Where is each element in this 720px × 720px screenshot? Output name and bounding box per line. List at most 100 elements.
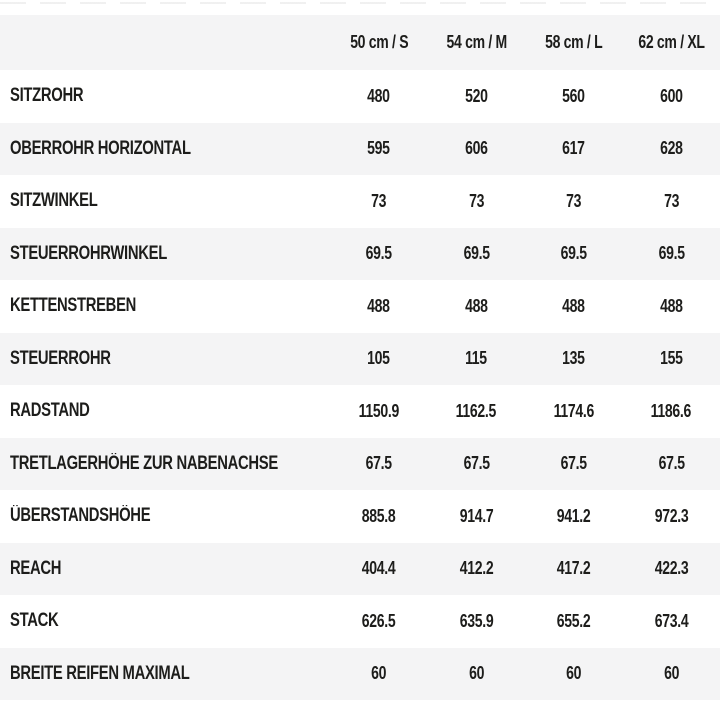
value-text: 595: [367, 138, 391, 159]
value-cell: 60: [428, 663, 526, 684]
value-text: 560: [562, 85, 586, 106]
column-header-label: 54 cm / M: [446, 32, 507, 52]
value-cell: 635.9: [428, 611, 526, 632]
value-cell: 560: [525, 86, 623, 107]
value-text: 626.5: [361, 610, 396, 631]
value-text: 69.5: [658, 243, 685, 264]
value-cell: 595: [330, 138, 428, 159]
value-cell: 69.5: [330, 243, 428, 264]
row-label-cell: STACK: [0, 610, 330, 632]
column-header: 62 cm / XL: [623, 32, 720, 53]
row-label: RADSTAND: [10, 400, 90, 422]
table-row: STEUERROHRWINKEL 69.5 69.5 69.5 69.5: [0, 227, 720, 280]
value-text: 73: [566, 190, 582, 211]
value-text: 155: [660, 348, 683, 369]
row-label: ÜBERSTANDSHÖHE: [10, 505, 151, 527]
row-label: SITZWINKEL: [10, 190, 98, 212]
value-text: 635.9: [459, 610, 494, 631]
value-text: 60: [371, 663, 387, 684]
row-label: REACH: [10, 557, 62, 579]
row-label-cell: SITZWINKEL: [0, 190, 330, 212]
value-cell: 73: [525, 191, 623, 212]
value-cell: 1150.9: [330, 401, 428, 422]
value-cell: 972.3: [623, 506, 720, 527]
value-text: 1162.5: [456, 400, 497, 421]
table-row: OBERROHR HORIZONTAL 595 606 617 628: [0, 122, 720, 175]
row-label: STACK: [10, 610, 59, 632]
value-text: 1150.9: [358, 400, 400, 421]
value-text: 60: [566, 663, 582, 684]
value-text: 488: [562, 295, 586, 316]
value-cell: 105: [330, 348, 428, 369]
column-header: 58 cm / L: [525, 32, 623, 53]
value-cell: 1186.6: [623, 401, 720, 422]
table-row: KETTENSTREBEN 488 488 488 488: [0, 280, 720, 333]
value-text: 115: [465, 348, 488, 369]
value-cell: 115: [428, 348, 526, 369]
value-cell: 655.2: [525, 611, 623, 632]
value-text: 69.5: [463, 243, 490, 264]
value-cell: 480: [330, 86, 428, 107]
value-text: 972.3: [654, 505, 689, 526]
table-row: STACK 626.5 635.9 655.2 673.4: [0, 595, 720, 648]
value-text: 135: [562, 348, 586, 369]
value-cell: 422.3: [623, 558, 720, 579]
value-cell: 1162.5: [428, 401, 526, 422]
value-text: 60: [663, 663, 679, 684]
row-label: KETTENSTREBEN: [10, 295, 137, 317]
value-text: 914.7: [459, 505, 494, 526]
value-cell: 404.4: [330, 558, 428, 579]
value-text: 105: [367, 348, 391, 369]
cropped-row-remnant: [0, 2, 720, 4]
row-label: STEUERROHRWINKEL: [10, 242, 167, 264]
row-label-cell: SITZROHR: [0, 85, 330, 107]
value-cell: 155: [623, 348, 720, 369]
row-label-cell: STEUERROHR: [0, 348, 330, 370]
value-cell: 488: [330, 296, 428, 317]
value-text: 67.5: [560, 453, 587, 474]
value-cell: 67.5: [525, 453, 623, 474]
row-label-cell: TRETLAGERHÖHE ZUR NABENACHSE: [0, 453, 330, 475]
value-text: 67.5: [365, 453, 392, 474]
value-cell: 69.5: [525, 243, 623, 264]
table-row: BREITE REIFEN MAXIMAL 60 60 60 60: [0, 647, 720, 700]
value-cell: 885.8: [330, 506, 428, 527]
value-cell: 67.5: [623, 453, 720, 474]
value-text: 673.4: [654, 610, 689, 631]
row-label-cell: BREITE REIFEN MAXIMAL: [0, 663, 330, 685]
value-cell: 617: [525, 138, 623, 159]
row-label: STEUERROHR: [10, 347, 111, 369]
value-text: 885.8: [361, 505, 396, 526]
value-text: 73: [663, 190, 679, 211]
table-row: REACH 404.4 412.2 417.2 422.3: [0, 542, 720, 595]
value-cell: 69.5: [428, 243, 526, 264]
value-cell: 600: [623, 86, 720, 107]
value-text: 69.5: [365, 243, 392, 264]
table-row: SITZWINKEL 73 73 73 73: [0, 175, 720, 228]
value-cell: 60: [330, 663, 428, 684]
value-cell: 73: [428, 191, 526, 212]
value-text: 73: [371, 190, 387, 211]
value-text: 417.2: [556, 558, 591, 579]
table-row: RADSTAND 1150.9 1162.5 1174.6 1186.6: [0, 385, 720, 438]
value-cell: 626.5: [330, 611, 428, 632]
value-cell: 673.4: [623, 611, 720, 632]
value-text: 404.4: [361, 558, 396, 579]
value-text: 422.3: [654, 558, 689, 579]
value-cell: 520: [428, 86, 526, 107]
table-header-row: 50 cm / S 54 cm / M 58 cm / L 62 cm / XL: [0, 15, 720, 70]
value-cell: 914.7: [428, 506, 526, 527]
value-text: 73: [468, 190, 484, 211]
table-row: ÜBERSTANDSHÖHE 885.8 914.7 941.2 972.3: [0, 490, 720, 543]
value-cell: 67.5: [330, 453, 428, 474]
row-label-cell: ÜBERSTANDSHÖHE: [0, 505, 330, 527]
value-cell: 60: [623, 663, 720, 684]
value-text: 600: [660, 85, 683, 106]
row-label: SITZROHR: [10, 85, 84, 107]
value-text: 655.2: [556, 610, 591, 631]
value-cell: 606: [428, 138, 526, 159]
value-cell: 941.2: [525, 506, 623, 527]
value-text: 488: [660, 295, 683, 316]
row-label: TRETLAGERHÖHE ZUR NABENACHSE: [10, 452, 278, 474]
